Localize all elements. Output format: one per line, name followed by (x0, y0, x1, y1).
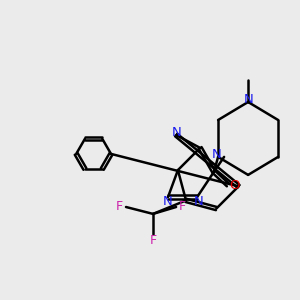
Text: N: N (163, 195, 172, 208)
Text: N: N (244, 92, 254, 106)
Text: N: N (212, 148, 221, 161)
Text: O: O (230, 179, 240, 192)
Text: F: F (150, 234, 157, 247)
Text: F: F (179, 200, 186, 213)
Text: F: F (116, 200, 123, 213)
Text: N: N (172, 126, 182, 139)
Text: N: N (194, 195, 203, 208)
